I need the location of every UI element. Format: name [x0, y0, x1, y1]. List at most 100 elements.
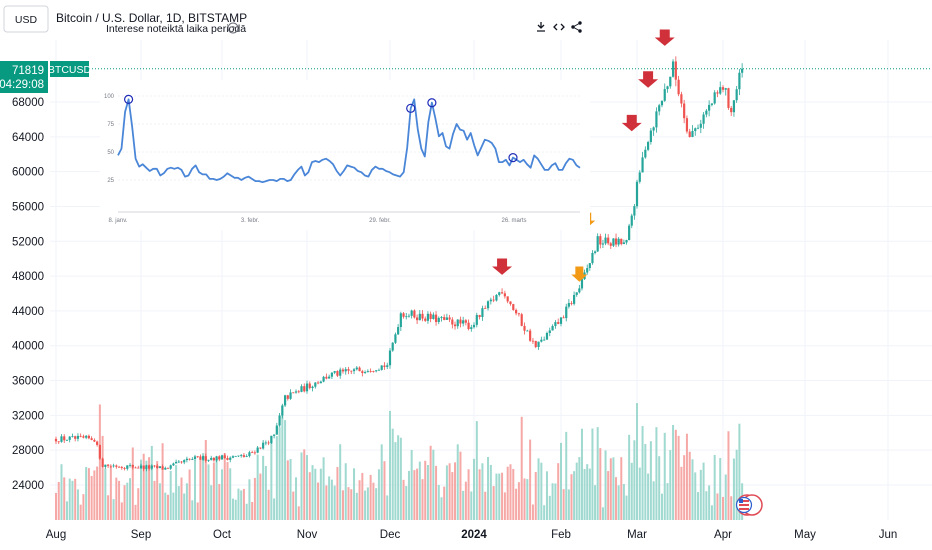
volume-bar: [278, 426, 281, 520]
volume-bar: [660, 493, 663, 520]
candle: [242, 453, 246, 458]
candle: [166, 467, 170, 469]
candle: [158, 466, 161, 469]
us-flag-event-icon[interactable]: [735, 494, 763, 516]
candle: [658, 103, 661, 116]
candle: [215, 455, 218, 463]
volume-bar: [517, 482, 520, 520]
volume-bar: [473, 458, 475, 520]
volume-bar: [470, 491, 473, 520]
candle: [551, 324, 554, 331]
volume-bar: [204, 439, 207, 520]
candle: [575, 292, 578, 297]
inset-y-tick: 100: [104, 94, 115, 100]
volume-bar: [666, 483, 669, 520]
embed-code-icon[interactable]: [553, 23, 565, 31]
volume-bar: [314, 468, 317, 520]
volume-bar: [237, 488, 240, 520]
volume-bar: [484, 491, 487, 520]
volume-bar: [188, 469, 191, 520]
volume-bar: [560, 442, 562, 520]
candle: [240, 453, 243, 458]
volume-bar: [245, 503, 248, 520]
volume-bar: [185, 483, 188, 520]
y-tick-label: 64000: [12, 132, 44, 144]
volume-bar: [451, 472, 454, 520]
candle: [352, 367, 356, 375]
candle: [377, 368, 381, 371]
volume-bar: [649, 441, 652, 520]
volume-bar: [118, 480, 121, 520]
candle: [677, 75, 680, 97]
volume-bar: [120, 502, 123, 520]
volume-bar: [612, 457, 615, 520]
x-tick-label: May: [794, 529, 816, 541]
candle: [117, 465, 121, 468]
volume-bar: [275, 436, 278, 520]
volume-bar: [267, 489, 270, 520]
volume-bar: [303, 449, 306, 520]
volume-bar: [82, 494, 85, 520]
question-mark-circle-icon[interactable]: ?: [227, 22, 239, 34]
candle: [229, 456, 232, 463]
candle: [305, 380, 309, 394]
candle: [76, 433, 80, 442]
candle: [680, 91, 683, 108]
volume-bar: [264, 466, 267, 520]
volume-bar: [413, 470, 416, 520]
candle: [456, 319, 459, 329]
volume-bar: [732, 458, 735, 520]
volume-bar: [158, 483, 161, 520]
candle: [467, 319, 470, 331]
candle: [169, 464, 172, 470]
volume-bar: [543, 505, 546, 520]
volume-bar: [328, 476, 331, 520]
candle: [218, 455, 221, 462]
volume-bar: [115, 477, 118, 520]
y-tick-label: 32000: [12, 410, 44, 422]
candle: [415, 314, 419, 324]
candle: [85, 434, 88, 440]
volume-bar: [448, 463, 451, 520]
volume-bar: [223, 453, 226, 520]
volume-bar: [358, 480, 361, 520]
candle: [202, 455, 205, 461]
candle: [443, 314, 446, 321]
volume-bar: [456, 444, 459, 520]
candle: [445, 313, 449, 320]
candle: [660, 100, 664, 108]
candle: [596, 233, 599, 253]
volume-bar: [445, 465, 448, 520]
inset-x-tick: 29. febr.: [369, 218, 391, 224]
candle: [735, 86, 738, 103]
candle: [264, 440, 267, 446]
download-icon[interactable]: [537, 22, 545, 32]
volume-bar: [462, 490, 465, 520]
candle: [432, 312, 435, 320]
volume-bar: [325, 485, 328, 520]
candle: [478, 314, 481, 320]
volume-bar: [76, 489, 79, 520]
volume-bar: [738, 423, 741, 520]
volume-bar: [573, 471, 576, 520]
share-icon[interactable]: [571, 21, 582, 33]
candle: [472, 322, 476, 329]
volume-bar: [234, 499, 237, 520]
volume-bar: [273, 498, 276, 520]
currency-button[interactable]: USD: [3, 5, 49, 33]
volume-bar: [79, 504, 82, 520]
candle: [512, 303, 515, 311]
volume-bar: [512, 468, 515, 520]
candle: [394, 332, 397, 344]
candle: [514, 308, 518, 316]
y-tick-label: 24000: [12, 480, 44, 492]
candle: [617, 237, 620, 247]
candle: [253, 450, 257, 455]
volume-bar: [333, 485, 336, 520]
inset-grid: 25 50 75 100 8. janv. 3. febr. 29. febr. 26. ma…: [104, 94, 580, 224]
candle: [509, 301, 512, 306]
volume-bar: [191, 500, 194, 520]
candle: [267, 440, 270, 446]
candle: [259, 447, 262, 450]
volume-bar: [716, 493, 719, 520]
